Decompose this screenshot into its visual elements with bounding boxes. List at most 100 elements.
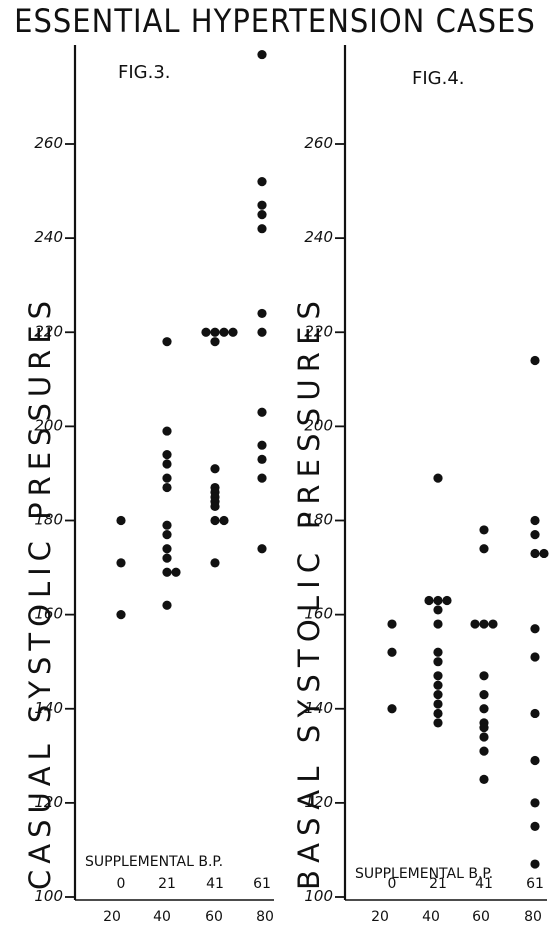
fig4-data-point <box>387 619 396 628</box>
fig4-data-point <box>530 530 539 539</box>
fig4-y-axis-label: BASAL SYSTOLIC PRESSURES <box>292 300 326 890</box>
fig4-data-point <box>433 474 442 483</box>
fig3-data-point <box>257 544 266 553</box>
fig3-data-point <box>162 521 171 530</box>
fig4-data-point <box>479 747 488 756</box>
fig3-y-tick-label: 240 <box>34 228 63 246</box>
fig3-data-point <box>257 455 266 464</box>
fig4-x-tick-label-bottom: 20 <box>371 909 389 925</box>
fig3-data-point <box>210 516 219 525</box>
fig3-data-point <box>116 516 125 525</box>
fig4-data-point <box>479 723 488 732</box>
fig3-x-tick-label: 41 <box>206 876 224 892</box>
fig4-data-point <box>433 657 442 666</box>
fig3-x-tick-label-bottom: 40 <box>153 909 171 925</box>
fig4-data-point <box>479 732 488 741</box>
fig3-data-point <box>219 328 228 337</box>
fig4-x-tick-label-bottom: 60 <box>472 909 490 925</box>
fig4-data-point <box>433 681 442 690</box>
fig3-data-point <box>162 474 171 483</box>
fig4-data-point <box>479 619 488 628</box>
fig4-data-point <box>424 596 433 605</box>
fig3-data-point <box>257 408 266 417</box>
fig3-x-axis-label: SUPPLEMENTAL B.P. <box>85 854 223 870</box>
fig3-data-point <box>162 483 171 492</box>
fig3-data-point <box>257 177 266 186</box>
fig3-y-axis-label: CASUAL SYSTOLIC PRESSURES <box>23 300 57 890</box>
fig3-x-tick-label-bottom: 60 <box>205 909 223 925</box>
fig3-data-point <box>162 426 171 435</box>
fig3-data-point <box>210 558 219 567</box>
fig4-data-point <box>387 648 396 657</box>
fig3-data-point <box>171 568 180 577</box>
fig3-data-point <box>162 530 171 539</box>
fig4-data-point <box>530 356 539 365</box>
fig4-title: FIG.4. <box>412 68 465 89</box>
fig4-data-point <box>530 624 539 633</box>
fig4-data-point <box>530 822 539 831</box>
fig4-data-point <box>479 704 488 713</box>
fig4-data-point <box>433 709 442 718</box>
fig4-data-point <box>387 704 396 713</box>
fig4-y-tick-label: 240 <box>304 228 333 246</box>
fig3-x-tick-label-bottom: 20 <box>103 909 121 925</box>
fig4-data-point <box>539 549 548 558</box>
fig3-data-point <box>257 441 266 450</box>
fig3-y-tick-label: 260 <box>34 134 63 152</box>
fig4-data-point <box>530 756 539 765</box>
fig4-data-point <box>442 596 451 605</box>
fig4-data-point <box>433 699 442 708</box>
fig3-data-point <box>257 210 266 219</box>
fig3-data-point <box>210 464 219 473</box>
fig4-panel: 100120140160180200220240260FIG.4.BASAL S… <box>292 45 549 925</box>
fig4-x-tick-label: 21 <box>429 876 447 892</box>
fig4-data-point <box>433 648 442 657</box>
fig4-x-tick-label: 0 <box>388 876 397 892</box>
fig4-data-point <box>530 549 539 558</box>
fig4-data-point <box>530 798 539 807</box>
fig3-data-point <box>210 328 219 337</box>
fig3-data-point <box>210 502 219 511</box>
fig3-data-point <box>210 337 219 346</box>
fig3-data-point <box>257 328 266 337</box>
fig3-x-tick-label: 61 <box>253 876 271 892</box>
fig4-data-point <box>479 775 488 784</box>
fig4-data-point <box>479 525 488 534</box>
fig3-panel: 100120140160180200220240260FIG.3.CASUAL … <box>23 45 274 925</box>
fig4-data-point <box>433 671 442 680</box>
fig3-data-point <box>162 450 171 459</box>
fig4-data-point <box>433 690 442 699</box>
fig3-data-point <box>162 554 171 563</box>
fig3-x-tick-label-bottom: 80 <box>256 909 274 925</box>
fig4-x-axis-label: SUPPLEMENTAL B.P. <box>355 866 493 882</box>
fig4-data-point <box>530 516 539 525</box>
fig3-x-tick-label: 0 <box>117 876 126 892</box>
fig4-data-point <box>530 709 539 718</box>
fig4-data-point <box>479 544 488 553</box>
fig3-data-point <box>162 337 171 346</box>
fig4-data-point <box>433 605 442 614</box>
fig3-data-point <box>257 474 266 483</box>
fig4-x-tick-label: 61 <box>526 876 544 892</box>
fig4-data-point <box>479 690 488 699</box>
fig3-data-point <box>257 50 266 59</box>
fig3-data-point <box>201 328 210 337</box>
fig4-data-point <box>433 619 442 628</box>
fig3-data-point <box>162 568 171 577</box>
fig4-x-tick-label-bottom: 40 <box>422 909 440 925</box>
fig3-data-point <box>257 201 266 210</box>
fig3-data-point <box>228 328 237 337</box>
fig3-data-point <box>257 309 266 318</box>
fig4-data-point <box>530 859 539 868</box>
fig4-data-point <box>470 619 479 628</box>
fig4-data-point <box>488 619 497 628</box>
fig3-data-point <box>162 601 171 610</box>
fig3-data-point <box>162 544 171 553</box>
fig4-x-tick-label-bottom: 80 <box>524 909 542 925</box>
fig3-data-point <box>116 558 125 567</box>
fig4-data-point <box>479 671 488 680</box>
fig3-data-point <box>257 224 266 233</box>
fig3-data-point <box>162 459 171 468</box>
fig4-data-point <box>530 652 539 661</box>
